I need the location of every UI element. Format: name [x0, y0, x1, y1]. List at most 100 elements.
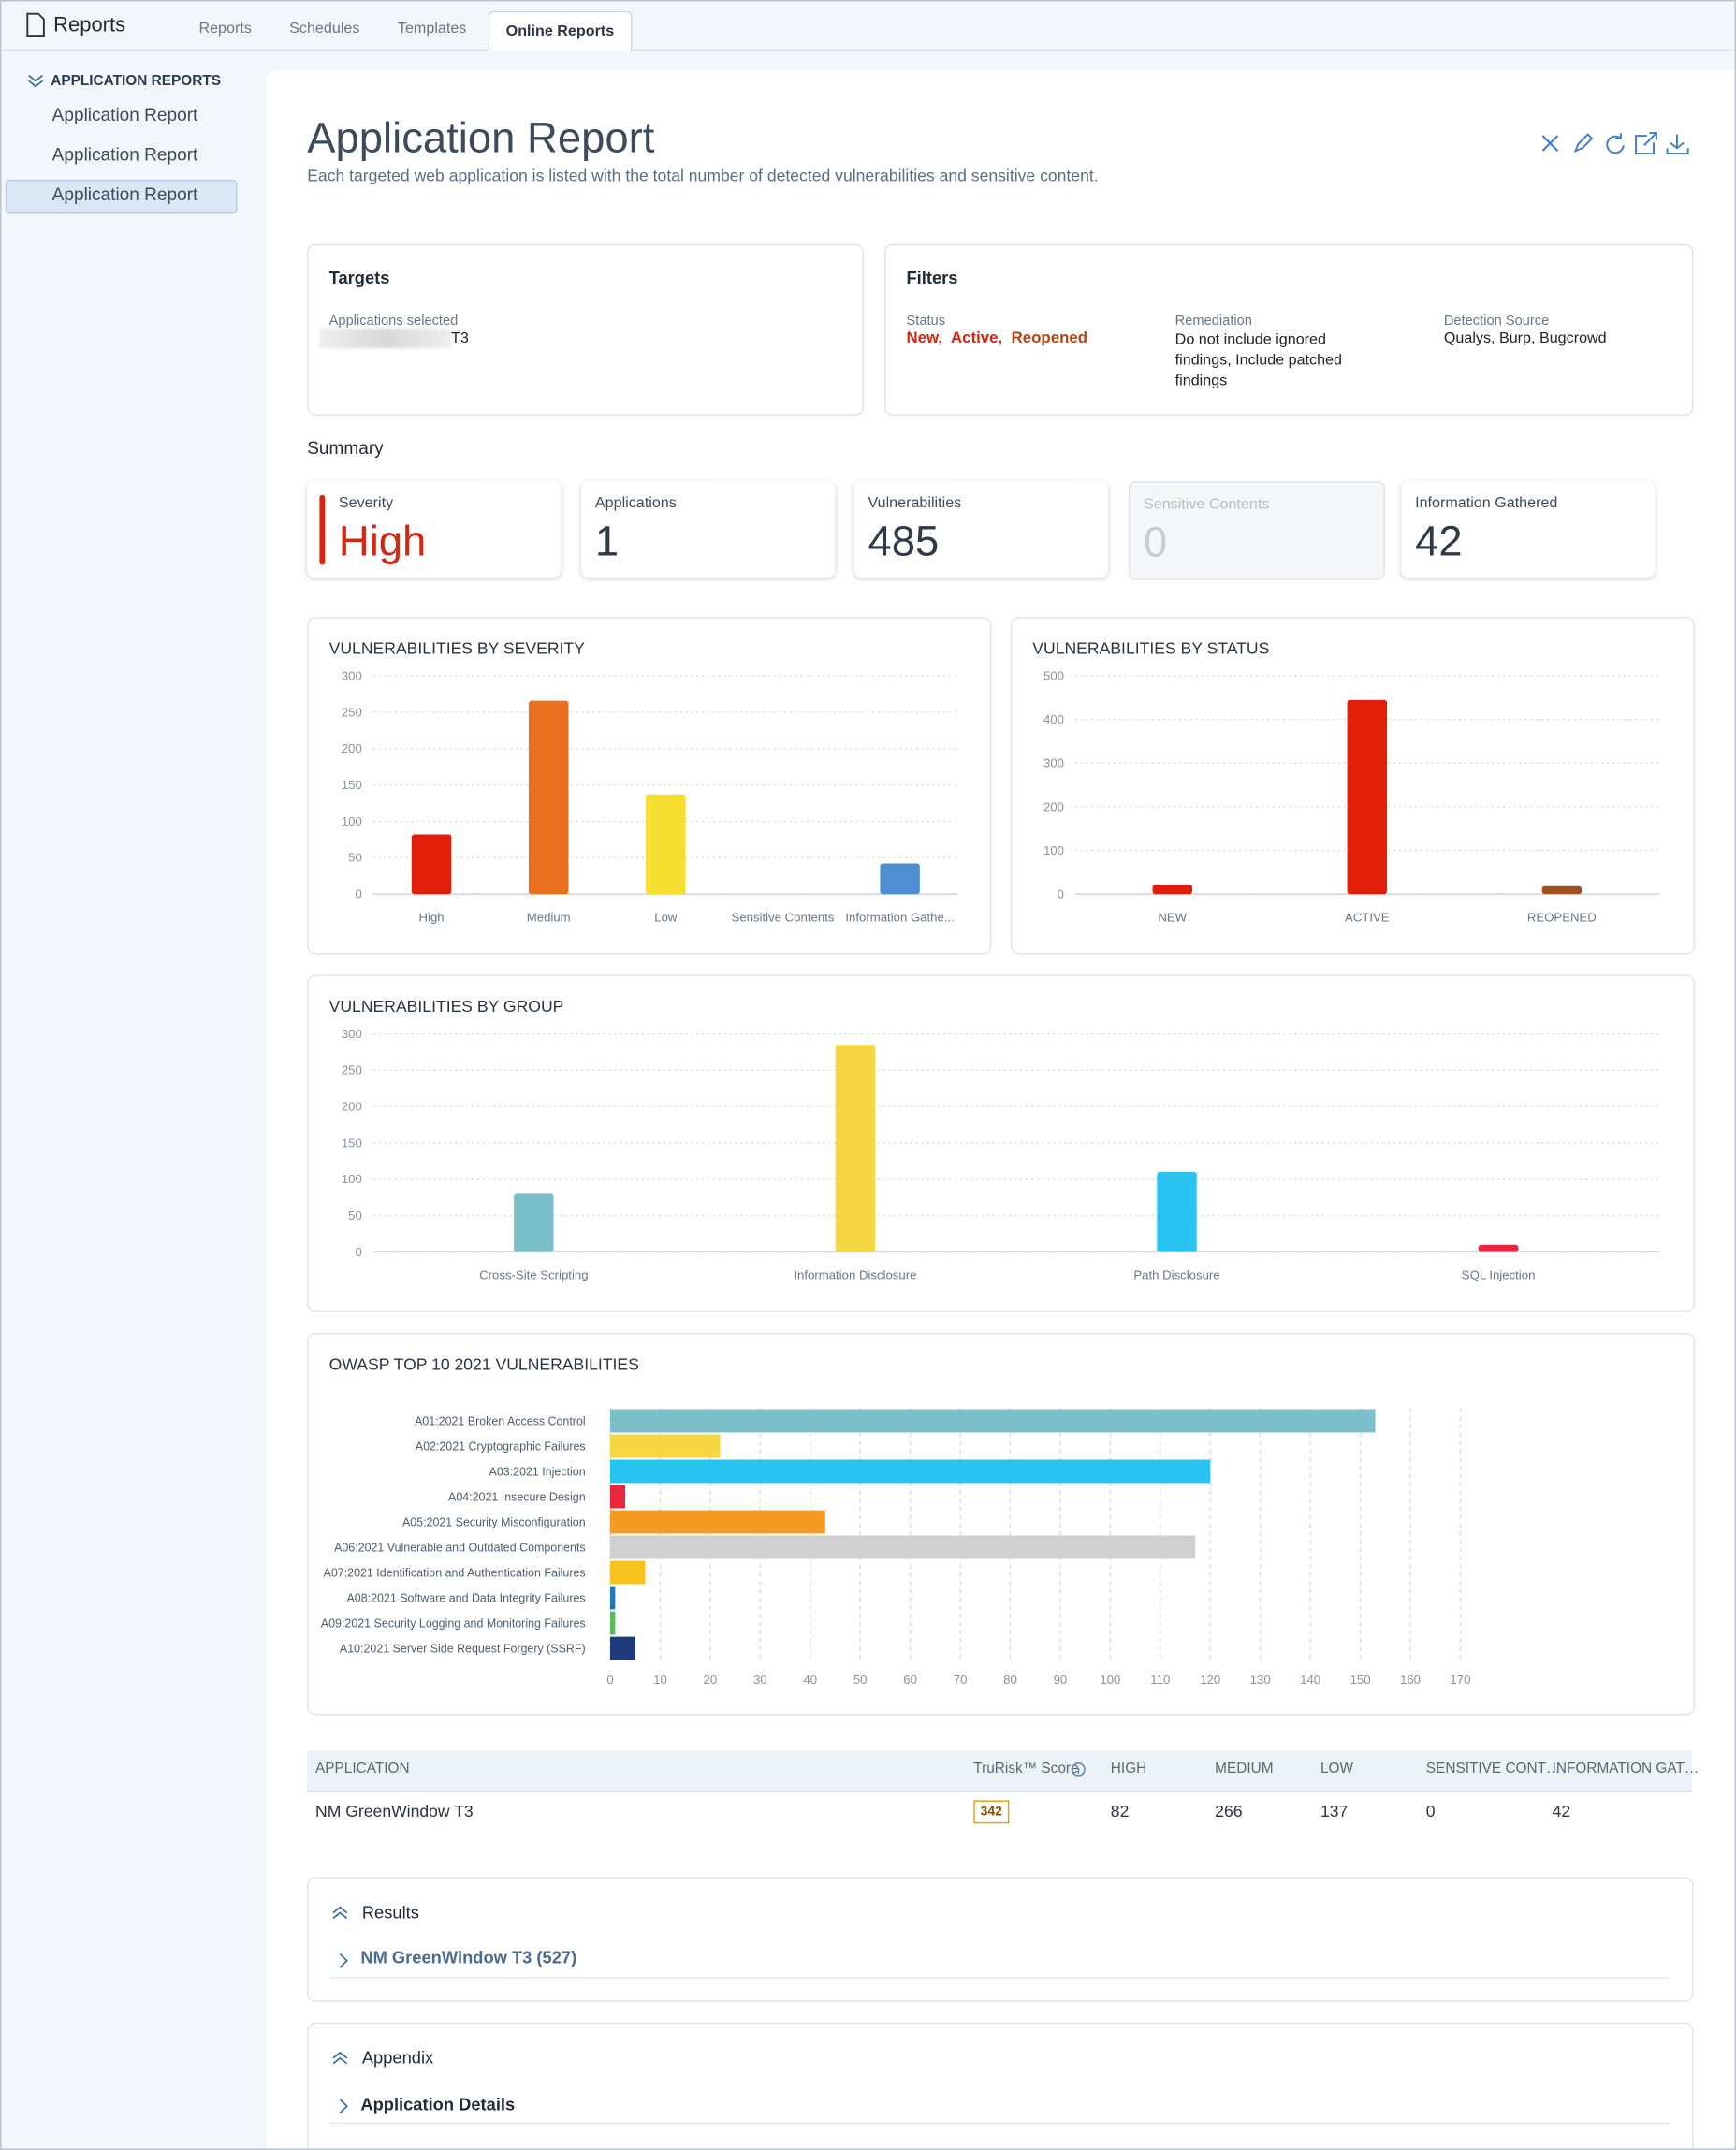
- summary-card: Applications 1: [581, 481, 836, 578]
- column-header: HIGH: [1110, 1760, 1147, 1777]
- report-title: Application Report: [307, 113, 655, 162]
- bar: [610, 1409, 1376, 1433]
- summary-value: 0: [1143, 518, 1168, 567]
- expand-icon[interactable]: [337, 2098, 348, 2114]
- chart-card: VULNERABILITIES BY SEVERITY 0 50 100 150 200 2…: [307, 617, 992, 955]
- x-tick-label: 80: [1003, 1673, 1017, 1687]
- bar: [514, 1193, 554, 1252]
- section-title: Results: [361, 1903, 419, 1923]
- x-tick-label: 10: [653, 1673, 667, 1687]
- y-tick-label: 150: [342, 778, 362, 792]
- summary-label: Sensitive Contents: [1143, 496, 1270, 513]
- toolbar-icons[interactable]: [1537, 132, 1694, 156]
- y-tick-label: 400: [1043, 712, 1064, 726]
- tab[interactable]: Templates: [397, 20, 467, 37]
- y-tick-label: 250: [342, 1063, 362, 1077]
- chart-title: VULNERABILITIES BY SEVERITY: [329, 639, 586, 658]
- x-tick-label: High: [419, 910, 445, 924]
- bar: [610, 1459, 1211, 1484]
- x-tick-label: Cross-Site Scripting: [479, 1268, 588, 1282]
- x-tick-label: Path Disclosure: [1133, 1268, 1219, 1282]
- y-tick-label: A07:2021 Identification and Authenticati…: [324, 1566, 586, 1579]
- x-tick-label: NEW: [1158, 910, 1187, 924]
- card-title: Targets: [328, 269, 390, 288]
- sidebar-item[interactable]: Application Report: [51, 183, 198, 205]
- x-tick-label: 100: [1100, 1673, 1120, 1687]
- table-header: [307, 1750, 1693, 1792]
- cell: 0: [1425, 1801, 1436, 1821]
- x-tick-label: 40: [803, 1673, 817, 1687]
- y-tick-label: 100: [342, 1172, 362, 1186]
- bar: [610, 1434, 721, 1458]
- x-tick-label: 110: [1150, 1673, 1170, 1687]
- field-value: Qualys, Burp, Bugcrowd: [1443, 330, 1607, 347]
- app-title: Reports: [53, 13, 126, 37]
- redacted: [319, 329, 452, 349]
- cell: 137: [1320, 1801, 1349, 1821]
- cell: 266: [1215, 1801, 1243, 1821]
- info-icon[interactable]: [1071, 1762, 1086, 1777]
- status: Active,: [950, 330, 1003, 347]
- tab[interactable]: Reports: [198, 20, 252, 37]
- x-tick-label: 150: [1350, 1673, 1371, 1687]
- report-description: Each targeted web application is listed …: [307, 166, 1099, 185]
- x-tick-label: 0: [606, 1673, 613, 1687]
- result-item[interactable]: NM GreenWindow T3 (527): [360, 1948, 577, 1968]
- cell: 42: [1552, 1801, 1571, 1821]
- x-tick-label: 160: [1400, 1673, 1421, 1687]
- section-title: Appendix: [361, 2048, 434, 2069]
- bar: [610, 1535, 1196, 1559]
- expand-icon[interactable]: [337, 1953, 348, 1969]
- sidebar-item[interactable]: Application Report: [51, 104, 198, 125]
- y-tick-label: 300: [1043, 756, 1064, 770]
- sidebar-item[interactable]: Application Report: [51, 143, 198, 165]
- summary-label: Applications: [594, 494, 677, 512]
- y-tick-label: 0: [355, 1245, 361, 1259]
- x-tick-label: Information Disclosure: [794, 1268, 916, 1282]
- chart-title: VULNERABILITIES BY STATUS: [1032, 639, 1269, 658]
- y-tick-label: 250: [342, 705, 362, 719]
- field-label: Applications selected: [328, 314, 459, 329]
- tab-active[interactable]: Online Reports: [488, 10, 633, 51]
- summary-card: Information Gathered 42: [1401, 481, 1656, 578]
- summary-card-disabled: Sensitive Contents 0: [1128, 481, 1385, 580]
- bar: [646, 794, 686, 895]
- status: Reopened: [1011, 330, 1088, 347]
- chart-card: OWASP TOP 10 2021 VULNERABILITIES 0 10 20 30…: [307, 1332, 1695, 1716]
- appendix-item[interactable]: Application Details: [360, 2095, 516, 2114]
- y-tick-label: 200: [1043, 799, 1064, 813]
- y-tick-label: 200: [342, 741, 362, 755]
- bar: [1157, 1172, 1197, 1252]
- doc-icon: [26, 12, 45, 37]
- x-tick-label: 60: [903, 1673, 917, 1687]
- x-tick-label: SQL Injection: [1462, 1268, 1536, 1282]
- x-tick-label: 50: [853, 1673, 868, 1687]
- y-tick-label: A08:2021 Software and Data Integrity Fai…: [346, 1591, 585, 1604]
- status-values: New, Active, Reopened: [906, 330, 1087, 347]
- field-label: Status: [906, 314, 946, 329]
- summary-label: Severity: [338, 494, 394, 512]
- sidebar-active[interactable]: [5, 179, 238, 214]
- bar: [610, 1560, 646, 1585]
- divider: [328, 1977, 1670, 1979]
- divider: [328, 2122, 1670, 2125]
- appendix-card: Appendix Application Details: [307, 2022, 1694, 2149]
- x-tick-label: 90: [1054, 1673, 1068, 1687]
- bar: [610, 1636, 635, 1660]
- collapse-icon[interactable]: [332, 2050, 349, 2067]
- collapse-icon[interactable]: [332, 1905, 349, 1922]
- bar: [610, 1510, 825, 1534]
- summary-label: Vulnerabilities: [868, 494, 962, 512]
- summary-value: 1: [594, 517, 620, 565]
- summary-label: Information Gathered: [1415, 494, 1558, 512]
- y-tick-label: 0: [1058, 887, 1064, 901]
- summary-value: High: [338, 517, 427, 565]
- y-tick-label: 0: [355, 887, 361, 901]
- chart-card: VULNERABILITIES BY GROUP 0 50 100 150 200 250 3…: [307, 974, 1695, 1312]
- x-tick-label: REOPENED: [1527, 910, 1597, 924]
- column-header: MEDIUM: [1215, 1760, 1274, 1777]
- y-tick-label: 50: [348, 1208, 362, 1222]
- collapse-icon[interactable]: [27, 73, 44, 90]
- field-label: Remediation: [1174, 314, 1252, 329]
- tab[interactable]: Schedules: [289, 20, 360, 37]
